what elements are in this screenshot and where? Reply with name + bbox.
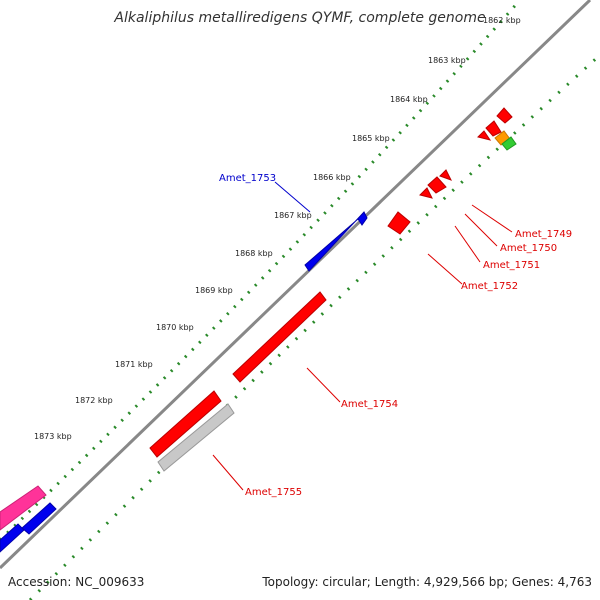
gene-label-amet-1750[interactable]: Amet_1750 bbox=[500, 243, 557, 254]
leader-amet-1754 bbox=[306, 367, 341, 403]
tick-label: 1864 kbp bbox=[390, 95, 428, 104]
gene-label-amet-1754[interactable]: Amet_1754 bbox=[341, 399, 398, 410]
genome-backbone bbox=[0, 0, 592, 570]
genome-title: Alkaliphilus metalliredigens QYMF, compl… bbox=[114, 10, 486, 26]
tick-label: 1867 kbp bbox=[274, 211, 312, 220]
gene-top-3[interactable] bbox=[496, 107, 513, 124]
genome-summary-text: Topology: circular; Length: 4,929,566 bp… bbox=[262, 575, 592, 589]
leader-amet-1751 bbox=[454, 225, 481, 263]
tick-label: 1863 kbp bbox=[428, 56, 466, 65]
leader-amet-1753 bbox=[274, 181, 311, 213]
gene-amet-1751[interactable] bbox=[419, 187, 433, 199]
gene-forward-lower-2[interactable] bbox=[0, 523, 25, 553]
tick-label: 1865 kbp bbox=[352, 134, 390, 143]
gene-green[interactable] bbox=[501, 136, 517, 151]
gene-forward-lower[interactable] bbox=[21, 502, 57, 535]
gene-label-amet-1752[interactable]: Amet_1752 bbox=[461, 281, 518, 292]
gene-label-amet-1751[interactable]: Amet_1751 bbox=[483, 260, 540, 271]
gene-label-amet-1755[interactable]: Amet_1755 bbox=[245, 487, 302, 498]
gene-label-amet-1749[interactable]: Amet_1749 bbox=[515, 229, 572, 240]
accession-text: Accession: NC_009633 bbox=[8, 575, 145, 589]
tick-label: 1870 kbp bbox=[156, 323, 194, 332]
leader-amet-1750 bbox=[464, 213, 498, 247]
tick-label: 1873 kbp bbox=[34, 432, 72, 441]
leader-amet-1749 bbox=[471, 204, 513, 233]
outer-ruler-track bbox=[0, 0, 522, 542]
gene-rna-pink[interactable] bbox=[0, 485, 47, 531]
gene-amet-1754[interactable] bbox=[232, 291, 327, 383]
gene-amet-1749[interactable] bbox=[439, 169, 453, 181]
gene-label-amet-1753[interactable]: Amet_1753 bbox=[219, 173, 276, 184]
inner-ruler-track bbox=[28, 53, 600, 600]
tick-label: 1866 kbp bbox=[313, 173, 351, 182]
gene-amet-1752[interactable] bbox=[387, 211, 411, 235]
gene-amet-1755[interactable] bbox=[149, 390, 222, 458]
tick-label: 1862 kbp bbox=[483, 16, 521, 25]
leader-amet-1752 bbox=[427, 253, 463, 285]
gene-top-1[interactable] bbox=[477, 130, 492, 141]
tick-label: 1868 kbp bbox=[235, 249, 273, 258]
tick-label: 1871 kbp bbox=[115, 360, 153, 369]
leader-amet-1755 bbox=[212, 454, 244, 491]
gene-amet-1750[interactable] bbox=[427, 176, 447, 194]
gene-amet-1753[interactable] bbox=[304, 211, 368, 272]
tick-label: 1869 kbp bbox=[195, 286, 233, 295]
gene-pseudo-grey[interactable] bbox=[157, 403, 235, 472]
tick-label: 1872 kbp bbox=[75, 396, 113, 405]
gene-top-2[interactable] bbox=[485, 120, 502, 137]
